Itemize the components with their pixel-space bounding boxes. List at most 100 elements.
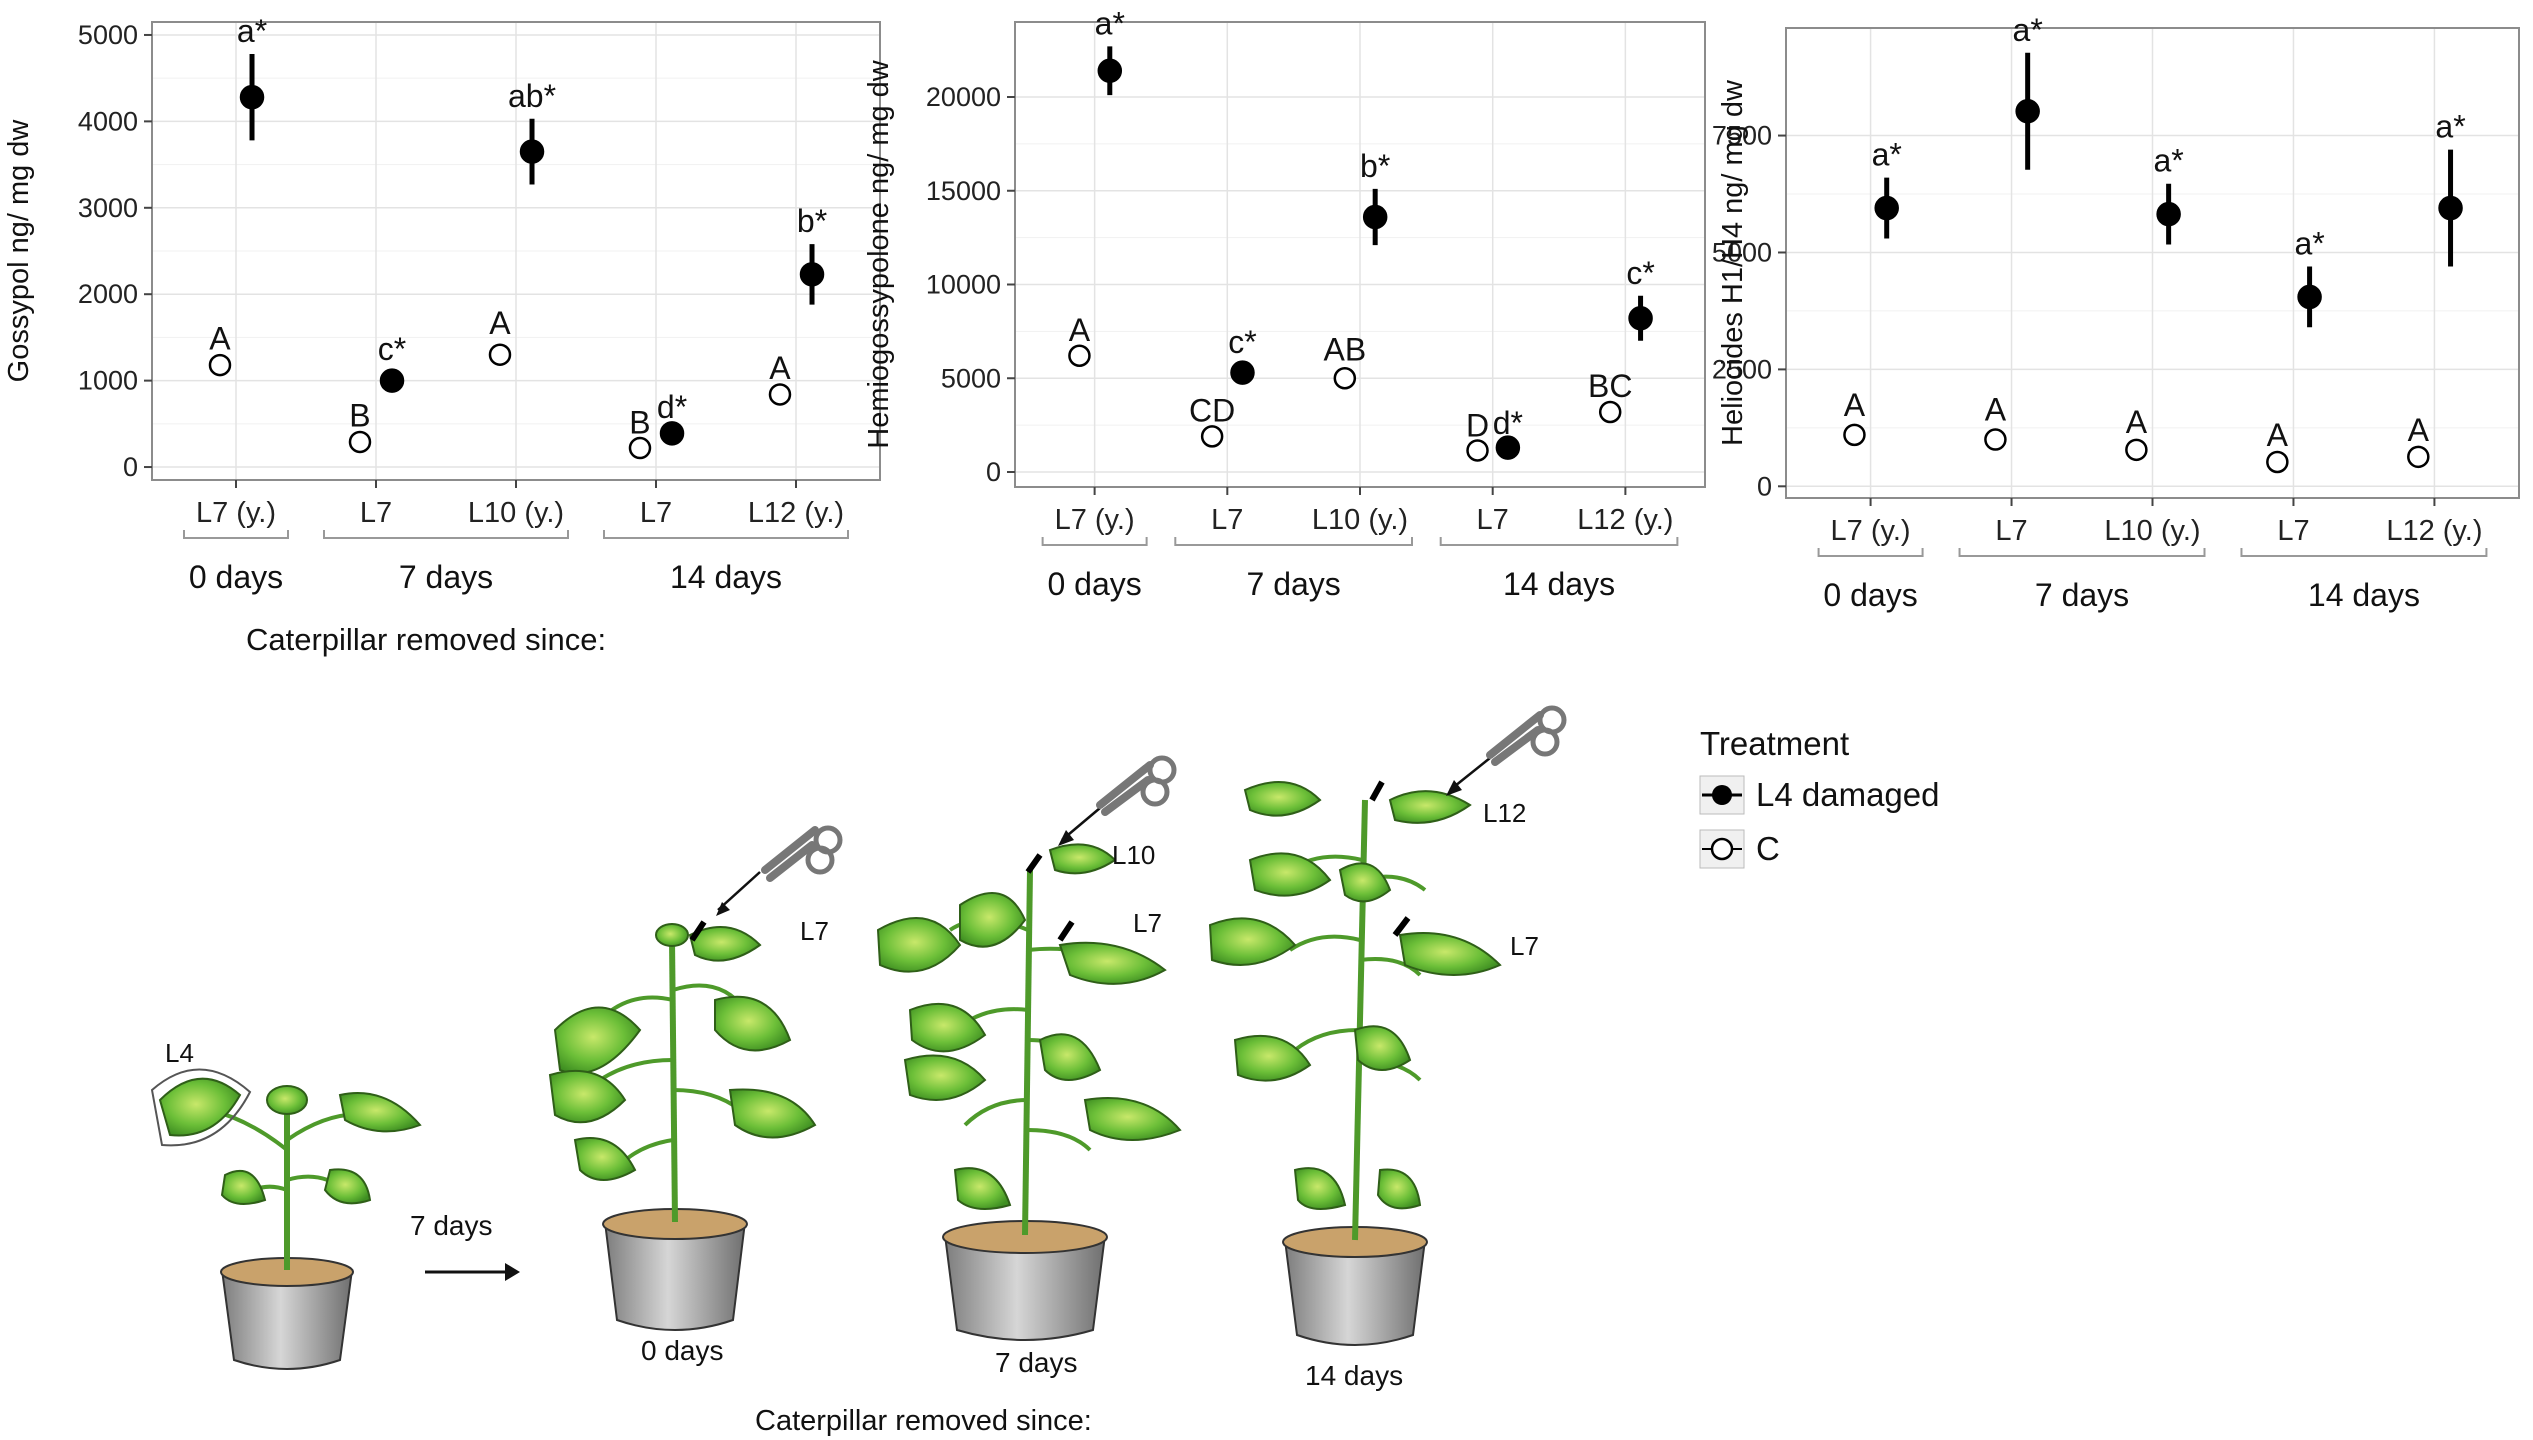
series-l4-damaged: a* a* a* a* a* [1872,12,2466,328]
x-tick-label: L7 [360,497,392,529]
significance-label: B [629,404,650,440]
group-bracket [1041,537,1148,546]
illustration-xlabel: Caterpillar removed since: [755,1405,1092,1437]
group-bracket [1958,548,2206,557]
legend-label-control: C [1756,830,1780,867]
group-bracket [323,530,569,539]
leaf [1208,917,1297,966]
data-point [519,139,545,164]
data-point [1097,58,1123,83]
y-tick-label: 0 [1757,471,1772,501]
leaf [959,892,1027,948]
x-tick-label: L12 (y.) [2386,515,2482,547]
plant-0-days: L7 0 days [548,825,843,1366]
y-tick-label: 0 [986,457,1001,487]
significance-label: a* [2013,12,2043,48]
cut-mark [689,920,707,942]
group-bracket [1817,548,1924,557]
series-control: A B A B A [208,305,792,460]
significance-label: A [1844,387,1866,423]
group-label: 14 days [670,559,782,595]
group-label: 0 days [189,559,283,595]
stem [1022,869,1033,1236]
significance-label: BC [1588,368,1632,404]
plant-label-14-days: 14 days [1305,1360,1403,1391]
leaf-l10 [1048,843,1117,875]
y-tick-label: 5000 [941,363,1001,393]
leaf-label-l4: L4 [165,1038,194,1068]
group-label: 0 days [1047,566,1141,602]
significance-label: a* [2294,226,2324,262]
x-tick-label: L10 (y.) [1312,504,1408,536]
stem [669,939,678,1223]
significance-label: D [1466,408,1489,444]
data-point [2407,445,2430,469]
scissors-handle [1140,777,1170,807]
scissor-arrow-head [1058,830,1074,846]
cut-mark [1392,916,1411,937]
significance-label: a* [237,13,267,49]
group-bracket [2240,548,2488,557]
x-tick-label: L10 (y.) [2104,515,2200,547]
arrow-7-days: 7 days [410,1210,520,1281]
data-point [1068,344,1091,367]
significance-label: A [2126,404,2148,440]
data-point [768,383,792,406]
data-point [1843,423,1866,447]
leaf [573,1137,637,1181]
x-tick-label: L7 [2277,515,2309,547]
leaf [1293,1167,1347,1210]
cut-mark [1025,853,1043,874]
leaf-l7 [688,926,762,962]
data-point [1984,428,2007,451]
leaf-label-l7: L7 [1510,931,1539,961]
leaf [338,1092,422,1133]
series-l4-damaged: a* c* ab* d* b* [237,13,827,446]
data-point [2015,98,2040,124]
data-point [1598,400,1622,424]
group-label: 0 days [1823,577,1917,613]
significance-label: a* [2154,143,2184,179]
significance-label: A [769,350,791,386]
plant-l4-stage: L4 [150,1038,422,1370]
leaf-l7 [1058,941,1167,985]
group-label: 7 days [1247,566,1341,602]
leaf-label-l10: L10 [1112,840,1155,870]
x-tick-label: L7 (y.) [1055,504,1135,536]
significance-label: A [1985,392,2007,428]
significance-label: B [349,398,370,434]
data-point [1200,425,1224,448]
data-point [1628,306,1653,331]
leaf-bag [150,1068,252,1147]
leaf-label-l12: L12 [1483,798,1526,828]
data-point [2266,450,2289,474]
y-tick-label: 5000 [78,20,138,50]
x-tick-label: L7 [1995,515,2027,547]
group-label: 7 days [399,559,493,595]
cut-mark [1369,780,1385,802]
data-point [2125,438,2148,462]
data-point [1874,195,1899,221]
y-axis-label: Gossypol ng/ mg dw [3,119,35,383]
plant-label-0-days: 0 days [641,1335,724,1366]
leaf [1376,1168,1422,1210]
significance-label: c* [1228,324,1256,360]
petioles [209,1108,371,1202]
series-l4-damaged: a* c* b* d* c* [1095,5,1655,460]
leaf [1243,781,1322,817]
petioles [598,983,747,1167]
leaf [953,1167,1012,1210]
legend-title: Treatment [1700,725,1849,762]
petioles [1288,854,1427,1082]
y-tick-label: 5000 [1712,237,1772,267]
scissor-arrow-head [1446,780,1462,796]
leaf-l4 [158,1077,242,1137]
x-tick-label: L12 (y.) [1577,504,1673,536]
x-tick-label: L7 (y.) [196,497,276,529]
apical-bud [655,923,689,947]
leaf-bagged [903,1054,987,1101]
significance-label: A [209,321,231,357]
group-label: 7 days [2035,577,2129,613]
